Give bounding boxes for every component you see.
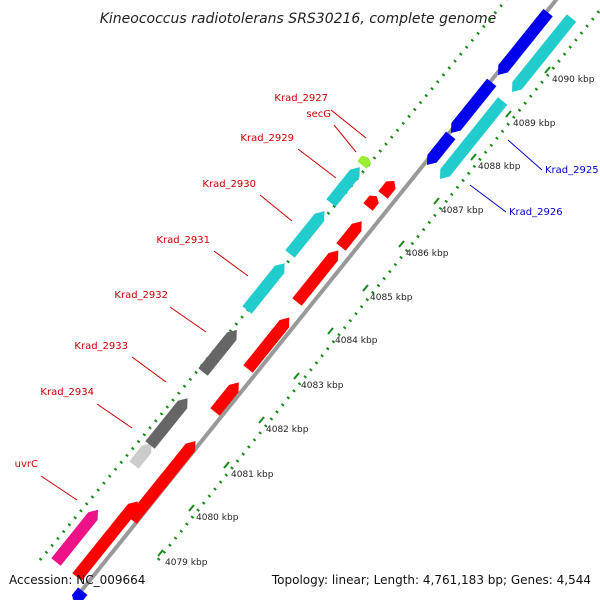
kbp-tick-mark bbox=[470, 153, 477, 161]
accession-text: Accession: NC_009664 bbox=[9, 573, 146, 587]
kbp-tick-mark bbox=[188, 504, 195, 512]
kbp-tick-mark bbox=[327, 327, 334, 335]
kbp-tick-label: 4085 kbp bbox=[370, 293, 413, 303]
kbp-tick-mark bbox=[398, 240, 405, 248]
gene-uvrC bbox=[51, 509, 98, 566]
gene-red-9 bbox=[378, 180, 396, 199]
kbp-tick-label: 4081 kbp bbox=[231, 470, 274, 480]
gene-secG bbox=[357, 155, 372, 169]
label-leader-line bbox=[169, 306, 207, 333]
label-leader-line bbox=[330, 109, 367, 139]
label-leader-line bbox=[40, 475, 78, 501]
gene-krad-2932 bbox=[198, 329, 237, 376]
gene-label-uvrc: uvrC bbox=[15, 459, 38, 470]
label-leader-line bbox=[96, 403, 133, 429]
gene-features bbox=[51, 8, 577, 600]
gene-blue-rev-3 bbox=[498, 8, 553, 76]
kbp-tick-label: 4087 kbp bbox=[441, 206, 484, 216]
kbp-tick-mark bbox=[223, 461, 230, 469]
gene-red-6 bbox=[292, 250, 339, 306]
label-leader-line bbox=[333, 124, 357, 153]
kbp-tick-label: 4089 kbp bbox=[513, 119, 556, 129]
kbp-tick-label: 4080 kbp bbox=[196, 513, 239, 523]
gene-label-krad_2933: Krad_2933 bbox=[74, 341, 128, 352]
gene-cyan-rev-2 bbox=[512, 14, 577, 92]
kbp-tick-mark bbox=[293, 372, 300, 380]
gene-krad-2930 bbox=[285, 211, 325, 258]
kbp-tick-label: 4079 kbp bbox=[165, 558, 208, 568]
gene-labels: Krad_2927 secG Krad_2929 Krad_2930 Krad_2931… bbox=[15, 93, 599, 501]
gene-label-krad_2931: Krad_2931 bbox=[156, 235, 210, 246]
label-leader-line bbox=[469, 184, 507, 213]
gene-red-8 bbox=[363, 195, 379, 211]
label-leader-line bbox=[507, 139, 543, 171]
kbp-tick-mark bbox=[544, 66, 551, 74]
gene-red-1 bbox=[72, 501, 138, 581]
gene-blue-rev-2 bbox=[451, 78, 497, 133]
gene-red-5 bbox=[243, 317, 290, 373]
gene-label-krad_2930: Krad_2930 bbox=[202, 179, 256, 190]
kbp-tick-mark bbox=[505, 110, 512, 118]
kbp-tick-label: 4086 kbp bbox=[406, 249, 449, 259]
kbp-tick-label: 4082 kbp bbox=[266, 425, 309, 435]
gene-krad-2934 bbox=[129, 443, 152, 469]
dotted-guide-2 bbox=[156, 9, 600, 561]
gene-krad-2929 bbox=[326, 167, 360, 207]
label-leader-line bbox=[131, 356, 167, 383]
dotted-guide-1 bbox=[38, 0, 508, 561]
gene-label-krad_2927: Krad_2927 bbox=[274, 93, 328, 104]
label-leader-line bbox=[259, 194, 293, 222]
gene-red-4 bbox=[210, 382, 239, 416]
kbp-tick-mark bbox=[433, 197, 440, 205]
gene-label-krad_2929: Krad_2929 bbox=[240, 133, 294, 144]
kbp-tick-mark bbox=[157, 549, 164, 557]
label-leader-line bbox=[213, 250, 249, 277]
kbp-tick-mark bbox=[362, 284, 369, 292]
gene-krad-2933 bbox=[145, 398, 188, 449]
gene-blue-rev-bottom bbox=[71, 587, 88, 600]
dotted-guides bbox=[38, 0, 600, 561]
kbp-tick-label: 4083 kbp bbox=[301, 381, 344, 391]
gene-label-krad_2934: Krad_2934 bbox=[40, 387, 94, 398]
gene-red-3 bbox=[156, 441, 196, 488]
kbp-scale: 4079 kbp 4080 kbp 4081 kbp 4082 kbp 4083 kbp… bbox=[157, 66, 595, 568]
gene-label-krad_2925: Krad_2925 bbox=[545, 165, 599, 176]
gene-label-krad_2932: Krad_2932 bbox=[114, 290, 168, 301]
gene-krad-2931 bbox=[242, 263, 285, 314]
gene-label-secg: secG bbox=[306, 109, 331, 120]
genome-title: Kineococcus radiotolerans SRS30216, comp… bbox=[100, 11, 497, 27]
topology-summary: Topology: linear; Length: 4,761,183 bp; … bbox=[271, 573, 591, 587]
kbp-tick-mark bbox=[258, 416, 265, 424]
gene-krad-2926 bbox=[440, 97, 508, 179]
kbp-tick-label: 4084 kbp bbox=[335, 336, 378, 346]
gene-krad-2925 bbox=[427, 131, 456, 165]
kbp-tick-label: 4088 kbp bbox=[478, 162, 521, 172]
label-leader-line bbox=[297, 148, 337, 179]
gene-label-krad_2926: Krad_2926 bbox=[509, 207, 563, 218]
gene-red-7 bbox=[336, 221, 362, 251]
kbp-tick-label: 4090 kbp bbox=[552, 75, 595, 85]
